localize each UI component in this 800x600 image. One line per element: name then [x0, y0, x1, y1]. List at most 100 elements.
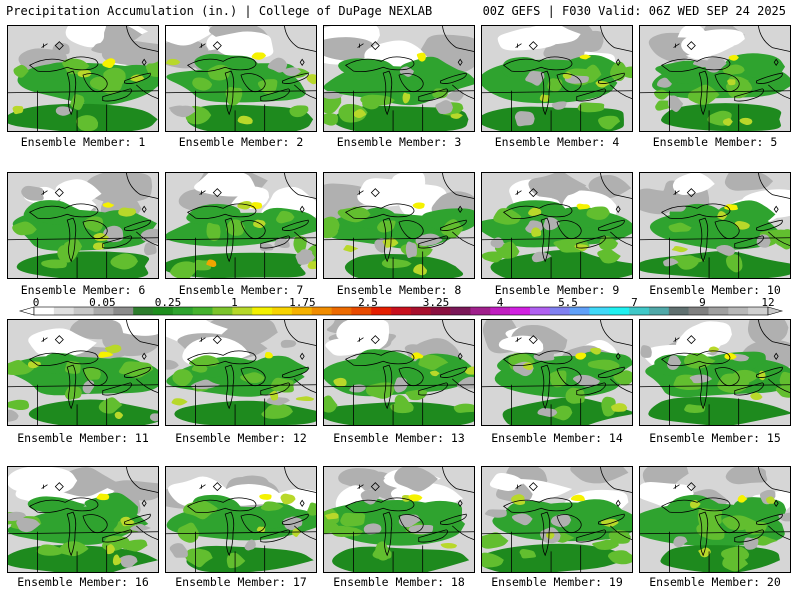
precip-moderate: [683, 352, 716, 369]
dry-area: [8, 467, 78, 496]
precip-field: [8, 467, 158, 572]
precip-moderate: [36, 544, 66, 556]
precip-heavy: [750, 392, 763, 401]
precip-moderate: [8, 399, 30, 411]
precip-max: [575, 352, 587, 360]
precip-heavy: [511, 494, 526, 505]
great-lakes-outlines: [640, 320, 790, 425]
ensemble-map: [640, 173, 790, 278]
precip-heavy: [333, 377, 347, 387]
precip-heavy: [766, 496, 775, 504]
precip-field: [482, 26, 632, 131]
precip-light: [52, 42, 70, 55]
precip-field: [166, 26, 316, 131]
colorbar-segment: [291, 307, 313, 315]
ensemble-map-panel: [165, 319, 317, 426]
ensemble-member-label: Ensemble Member: 12: [175, 431, 307, 445]
precip-light: [543, 217, 560, 231]
precip-light: [525, 71, 545, 86]
ensemble-map-panel: [639, 25, 791, 132]
precip-max: [96, 493, 110, 501]
precip-moderate: [307, 502, 316, 516]
colorbar-tick-label: 1: [231, 296, 238, 309]
ensemble-member-label: Ensemble Member: 20: [649, 575, 781, 589]
precip-heavy: [280, 493, 296, 505]
precip-moderate: [586, 206, 610, 220]
great-lakes-outlines: [8, 173, 158, 278]
ensemble-map: [324, 320, 474, 425]
ensemble-member-label: Ensemble Member: 10: [649, 283, 781, 297]
precip-light: [550, 514, 572, 528]
precip-field: [482, 467, 632, 572]
precip-light: [663, 258, 679, 267]
precip-moderate: [551, 405, 573, 421]
precip-moderate: [601, 396, 616, 417]
precip-heavy: [531, 227, 542, 237]
precip-heavy: [325, 512, 339, 520]
precip-max: [251, 52, 267, 60]
ensemble-map-panel: [481, 319, 633, 426]
ensemble-map: [482, 467, 632, 572]
precip-moderate: [432, 88, 448, 99]
dry-area: [528, 173, 587, 199]
ensemble-map: [640, 320, 790, 425]
precip-heavy: [105, 544, 115, 555]
colorbar-segment: [728, 307, 749, 315]
precip-moderate: [177, 522, 199, 543]
colorbar-segment: [490, 307, 511, 315]
great-lakes-outlines: [640, 173, 790, 278]
colorbar-segment: [93, 307, 114, 315]
precip-moderate: [324, 113, 339, 126]
precip-heavy: [413, 264, 428, 276]
precip-moderate: [381, 258, 412, 269]
precip-heavy: [166, 58, 181, 66]
precip-field: [640, 320, 790, 425]
precip-moderate: [565, 387, 585, 404]
precip-field: [8, 320, 158, 425]
precip-moderate: [226, 552, 246, 569]
great-lakes-outlines: [324, 467, 474, 572]
precip-moderate: [441, 219, 464, 239]
precip-light: [533, 351, 555, 361]
ensemble-map: [166, 320, 316, 425]
great-lakes-outlines: [482, 320, 632, 425]
precip-band-south: [332, 546, 470, 572]
ensemble-member-label: Ensemble Member: 15: [649, 431, 781, 445]
precip-field: [324, 467, 474, 572]
precip-light: [267, 57, 288, 73]
precip-moderate: [289, 105, 309, 118]
ensemble-map: [166, 467, 316, 572]
ensemble-map-panel: [7, 25, 159, 132]
precipitation-colorbar: [18, 306, 784, 316]
precip-light: [259, 243, 274, 251]
precip-moderate: [549, 370, 567, 388]
ensemble-member-label: Ensemble Member: 5: [652, 135, 778, 149]
dry-area: [681, 33, 734, 57]
precip-light: [8, 409, 19, 422]
precip-band: [338, 58, 395, 76]
precip-heavy: [237, 115, 253, 125]
precip-moderate: [261, 403, 294, 419]
precip-light: [511, 513, 533, 526]
precip-max: [264, 351, 273, 359]
colorbar-segment: [133, 307, 154, 315]
precip-max: [728, 54, 739, 61]
precip-light: [280, 339, 297, 348]
precip-moderate: [390, 401, 414, 414]
precip-band: [406, 500, 463, 529]
colorbar-tick-label: 3.25: [422, 296, 450, 309]
precip-moderate: [83, 367, 101, 381]
precip-moderate: [12, 221, 37, 236]
precip-max: [249, 202, 263, 210]
precip-heavy: [722, 118, 733, 126]
precip-heavy: [343, 245, 359, 252]
colorbar-segment: [609, 307, 630, 315]
dry-area: [166, 26, 215, 46]
great-lakes-outlines: [324, 26, 474, 131]
precip-moderate: [577, 102, 605, 113]
precip-light: [281, 67, 301, 77]
ensemble-map-panel: [7, 466, 159, 573]
precip-heavy: [130, 74, 145, 82]
precip-max: [724, 204, 738, 211]
ensemble-map: [8, 173, 158, 278]
